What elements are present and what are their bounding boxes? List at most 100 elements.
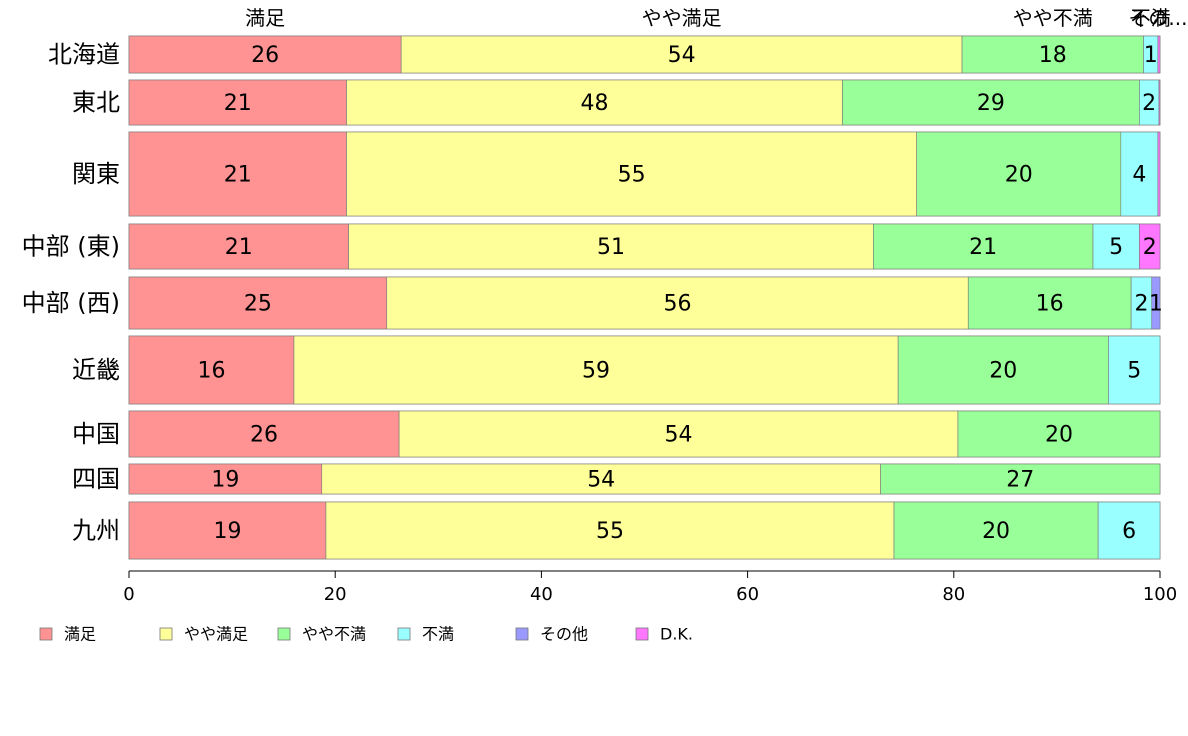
- bar-segment: [128, 79, 347, 126]
- data-label: 19: [213, 519, 241, 544]
- data-label: 20: [1045, 423, 1073, 448]
- bar-segment: [1120, 131, 1159, 217]
- data-label: 20: [982, 519, 1010, 544]
- legend-swatch: [397, 627, 411, 641]
- bar-segment: [128, 223, 349, 270]
- data-label: 19: [211, 468, 239, 493]
- data-label: 5: [1109, 235, 1123, 260]
- bar-segment: [128, 35, 402, 74]
- x-tick-label: 20: [324, 584, 347, 605]
- bar-segment: [1157, 131, 1161, 217]
- data-label: 1: [1149, 292, 1163, 317]
- bar-segment: [873, 223, 1094, 270]
- x-tick-label: 40: [530, 584, 553, 605]
- data-label: 54: [587, 468, 615, 493]
- bar-segment: [321, 463, 881, 495]
- column-header: 満足: [245, 6, 285, 30]
- data-label: 16: [1036, 292, 1064, 317]
- category-label: 近畿: [72, 356, 120, 384]
- data-label: 21: [224, 163, 252, 188]
- category-label: 北海道: [48, 41, 120, 69]
- bar-segment: [128, 131, 347, 217]
- category-label: 関東: [72, 160, 120, 188]
- legend-label: 満足: [64, 625, 96, 644]
- bar-segment: [128, 410, 400, 458]
- data-label: 1: [1144, 43, 1158, 68]
- bar-segment: [325, 501, 895, 560]
- data-label: 4: [1132, 163, 1146, 188]
- category-label: 四国: [72, 465, 120, 493]
- data-label: 2: [1134, 292, 1148, 317]
- x-tick-label: 0: [123, 584, 134, 605]
- bar-segment: [346, 79, 843, 126]
- data-label: 54: [668, 43, 696, 68]
- column-header: その...: [1128, 6, 1187, 30]
- data-label: 5: [1127, 359, 1141, 384]
- bar-segment: [346, 131, 917, 217]
- bar-segment: [348, 223, 874, 270]
- bar-segment: [1097, 501, 1161, 560]
- bar-segment: [967, 276, 1132, 330]
- legend-label: やや満足: [184, 625, 248, 644]
- column-header: やや不満: [1013, 6, 1093, 30]
- data-label: 56: [663, 292, 691, 317]
- bar-segment: [1092, 223, 1140, 270]
- data-label: 20: [1005, 163, 1033, 188]
- x-tick-label: 80: [942, 584, 965, 605]
- category-label: 中国: [72, 420, 120, 448]
- data-label: 48: [580, 91, 608, 116]
- data-label: 27: [1006, 468, 1034, 493]
- x-tick-label: 60: [736, 584, 759, 605]
- legend-swatch: [39, 627, 53, 641]
- legend-swatch: [159, 627, 173, 641]
- data-label: 55: [618, 163, 646, 188]
- legend-swatch: [515, 627, 529, 641]
- data-label: 29: [977, 91, 1005, 116]
- data-label: 25: [244, 292, 272, 317]
- data-label: 26: [250, 423, 278, 448]
- bar-segment: [1158, 79, 1161, 126]
- data-label: 54: [665, 423, 693, 448]
- category-label: 中部 (東): [22, 233, 120, 261]
- data-label: 18: [1039, 43, 1067, 68]
- bar-segment: [386, 276, 969, 330]
- bar-segment: [893, 501, 1099, 560]
- data-label: 2: [1143, 235, 1157, 260]
- category-label: 東北: [72, 89, 120, 117]
- bar-segment: [128, 501, 327, 560]
- data-label: 21: [224, 91, 252, 116]
- data-label: 59: [582, 359, 610, 384]
- bar-segment: [128, 276, 388, 330]
- category-label: 九州: [72, 517, 120, 545]
- bar-segment: [957, 410, 1161, 458]
- data-label: 20: [989, 359, 1017, 384]
- data-label: 6: [1122, 519, 1136, 544]
- data-label: 2: [1142, 91, 1156, 116]
- bar-segment: [128, 335, 295, 405]
- bar-segment: [1108, 335, 1161, 405]
- bar-segment: [400, 35, 963, 74]
- data-label: 55: [596, 519, 624, 544]
- column-header: やや満足: [642, 6, 722, 30]
- legend-label: 不満: [422, 625, 454, 644]
- bar-segment: [916, 131, 1122, 217]
- data-label: 26: [251, 43, 279, 68]
- bar-segment: [880, 463, 1161, 495]
- bar-segment: [1139, 223, 1161, 270]
- data-label: 51: [597, 235, 625, 260]
- legend-swatch: [635, 627, 649, 641]
- column-header: 不満: [1131, 6, 1171, 30]
- data-label: 21: [225, 235, 253, 260]
- legend-label: やや不満: [302, 625, 366, 644]
- data-label: 21: [969, 235, 997, 260]
- bar-segment: [128, 463, 323, 495]
- bar-segment: [1157, 35, 1161, 74]
- data-label: 16: [197, 359, 225, 384]
- bar-segment: [842, 79, 1140, 126]
- bar-segment: [1151, 276, 1161, 330]
- category-label: 中部 (西): [22, 289, 120, 317]
- legend-label: D.K.: [660, 625, 693, 644]
- bar-segment: [897, 335, 1109, 405]
- legend-label: その他: [540, 625, 588, 644]
